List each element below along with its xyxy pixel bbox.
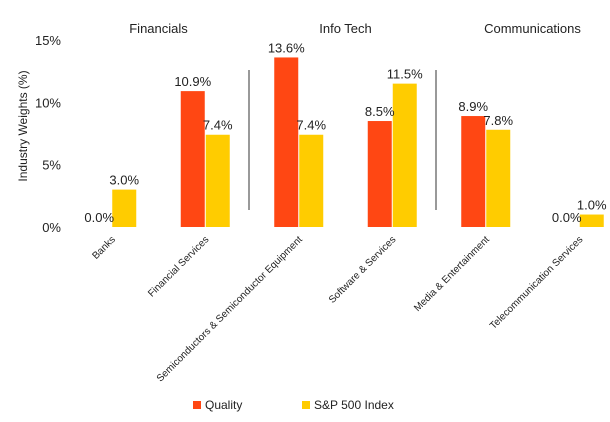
legend-swatch-quality (193, 401, 201, 409)
y-tick-label: 10% (35, 95, 61, 110)
data-label-quality: 8.9% (458, 99, 488, 114)
sector-dividers (248, 70, 437, 210)
bar-sp500 (579, 214, 604, 227)
bar-sp500 (392, 83, 417, 227)
data-label-sp500: 1.0% (577, 198, 607, 213)
group-label: Info Tech (319, 21, 372, 36)
x-category-label: Software & Services (327, 234, 398, 305)
data-label-sp500: 7.8% (483, 113, 513, 128)
x-category-label: Media & Entertainment (412, 234, 492, 314)
data-label-sp500: 7.4% (296, 118, 326, 133)
x-category-label: Financial Services (146, 234, 211, 299)
data-labels: 0.0% 3.0% 10.9% 7.4% 13.6% 7.4% 8.5% 11.5% 8.9%7… (84, 40, 607, 225)
data-label-quality: 0.0% (84, 210, 114, 225)
legend-label-sp500: S&P 500 Index (314, 398, 394, 412)
group-label: Communications (484, 21, 581, 36)
y-tick-label: 0% (42, 220, 61, 235)
data-label-quality: 8.5% (365, 104, 395, 119)
data-label-quality: 10.9% (174, 74, 211, 89)
sector-group-labels: Financials Info Tech Communications (129, 21, 581, 36)
data-label-sp500: 11.5% (387, 67, 423, 82)
bar-quality (180, 91, 205, 227)
bar-quality (367, 121, 392, 227)
y-tick-label: 15% (35, 33, 61, 48)
bar-sp500 (299, 134, 324, 227)
bar-quality (461, 116, 486, 227)
bar-sp500 (112, 189, 137, 227)
y-axis-ticks: 0% 5% 10% 15% (35, 33, 61, 235)
bar-sp500 (205, 134, 230, 227)
bar-sp500 (486, 129, 511, 227)
legend: Quality S&P 500 Index (193, 398, 394, 412)
data-label-quality: 0.0% (552, 210, 582, 225)
group-label: Financials (129, 21, 188, 36)
data-label-sp500: 7.4% (203, 118, 233, 133)
legend-swatch-sp500 (302, 401, 310, 409)
bar-quality (274, 57, 299, 227)
legend-label-quality: Quality (205, 398, 242, 412)
data-label-sp500: 3.0% (109, 173, 139, 188)
y-tick-label: 5% (42, 158, 61, 173)
x-category-label: Semiconductors & Semiconductor Equipment (155, 234, 305, 384)
data-label-quality: 13.6% (268, 40, 305, 55)
y-axis-title: Industry Weights (%) (16, 70, 30, 181)
x-category-label: Telecommunication Services (488, 234, 585, 331)
x-category-label: Banks (90, 234, 117, 261)
bars (112, 57, 604, 227)
